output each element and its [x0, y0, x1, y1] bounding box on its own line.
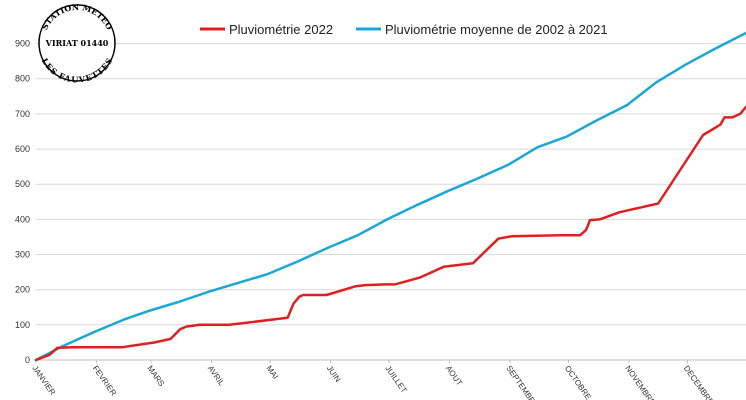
y-tick-label: 300: [15, 250, 30, 260]
x-axis-ticks: JANVIER FEVRIER MARS AVRIL MAI JUIN JUILLET AOU…: [30, 360, 715, 400]
x-tick-label: SEPTEMBRE: [504, 364, 540, 400]
x-tick-label: AOUT: [444, 364, 464, 387]
x-tick-label: JUILLET: [383, 364, 408, 395]
y-tick-label: 0: [25, 355, 30, 365]
y-tick-label: 700: [15, 109, 30, 119]
y-tick-label: 900: [15, 39, 30, 49]
series-line-2022: [34, 105, 746, 362]
y-tick-label: 100: [15, 320, 30, 330]
x-tick-label: JANVIER: [30, 364, 57, 397]
legend: Pluviométrie 2022 Pluviométrie moyenne d…: [200, 22, 608, 37]
series-lines: [34, 31, 746, 362]
y-axis-ticks: 0 100 200 300 400 500 600 700 800 900: [15, 39, 30, 365]
stamp-circle: [38, 4, 116, 82]
x-tick-label: JUIN: [325, 364, 343, 384]
x-tick-label: OCTOBRE: [563, 364, 593, 400]
gridlines: [36, 43, 746, 361]
stamp-center-text: VIRIAT 01440: [45, 38, 109, 48]
x-tick-label: MARS: [145, 364, 166, 388]
y-tick-label: 800: [15, 74, 30, 84]
x-tick-label: FEVRIER: [91, 364, 118, 398]
series-line-average: [34, 31, 746, 362]
x-tick-label: NOVEMBRE: [623, 364, 657, 400]
x-tick-label: MAI: [264, 364, 280, 381]
y-tick-label: 600: [15, 144, 30, 154]
station-stamp: STATION METEO VIRIAT 01440 LES FAUVETTES: [38, 2, 116, 85]
x-tick-label: AVRIL: [206, 364, 227, 388]
x-tick-label: DECEMBRE: [682, 364, 715, 400]
legend-label-average: Pluviométrie moyenne de 2002 à 2021: [385, 22, 608, 37]
y-tick-label: 500: [15, 179, 30, 189]
y-tick-label: 200: [15, 285, 30, 295]
y-tick-label: 400: [15, 214, 30, 224]
legend-label-2022: Pluviométrie 2022: [229, 22, 333, 37]
